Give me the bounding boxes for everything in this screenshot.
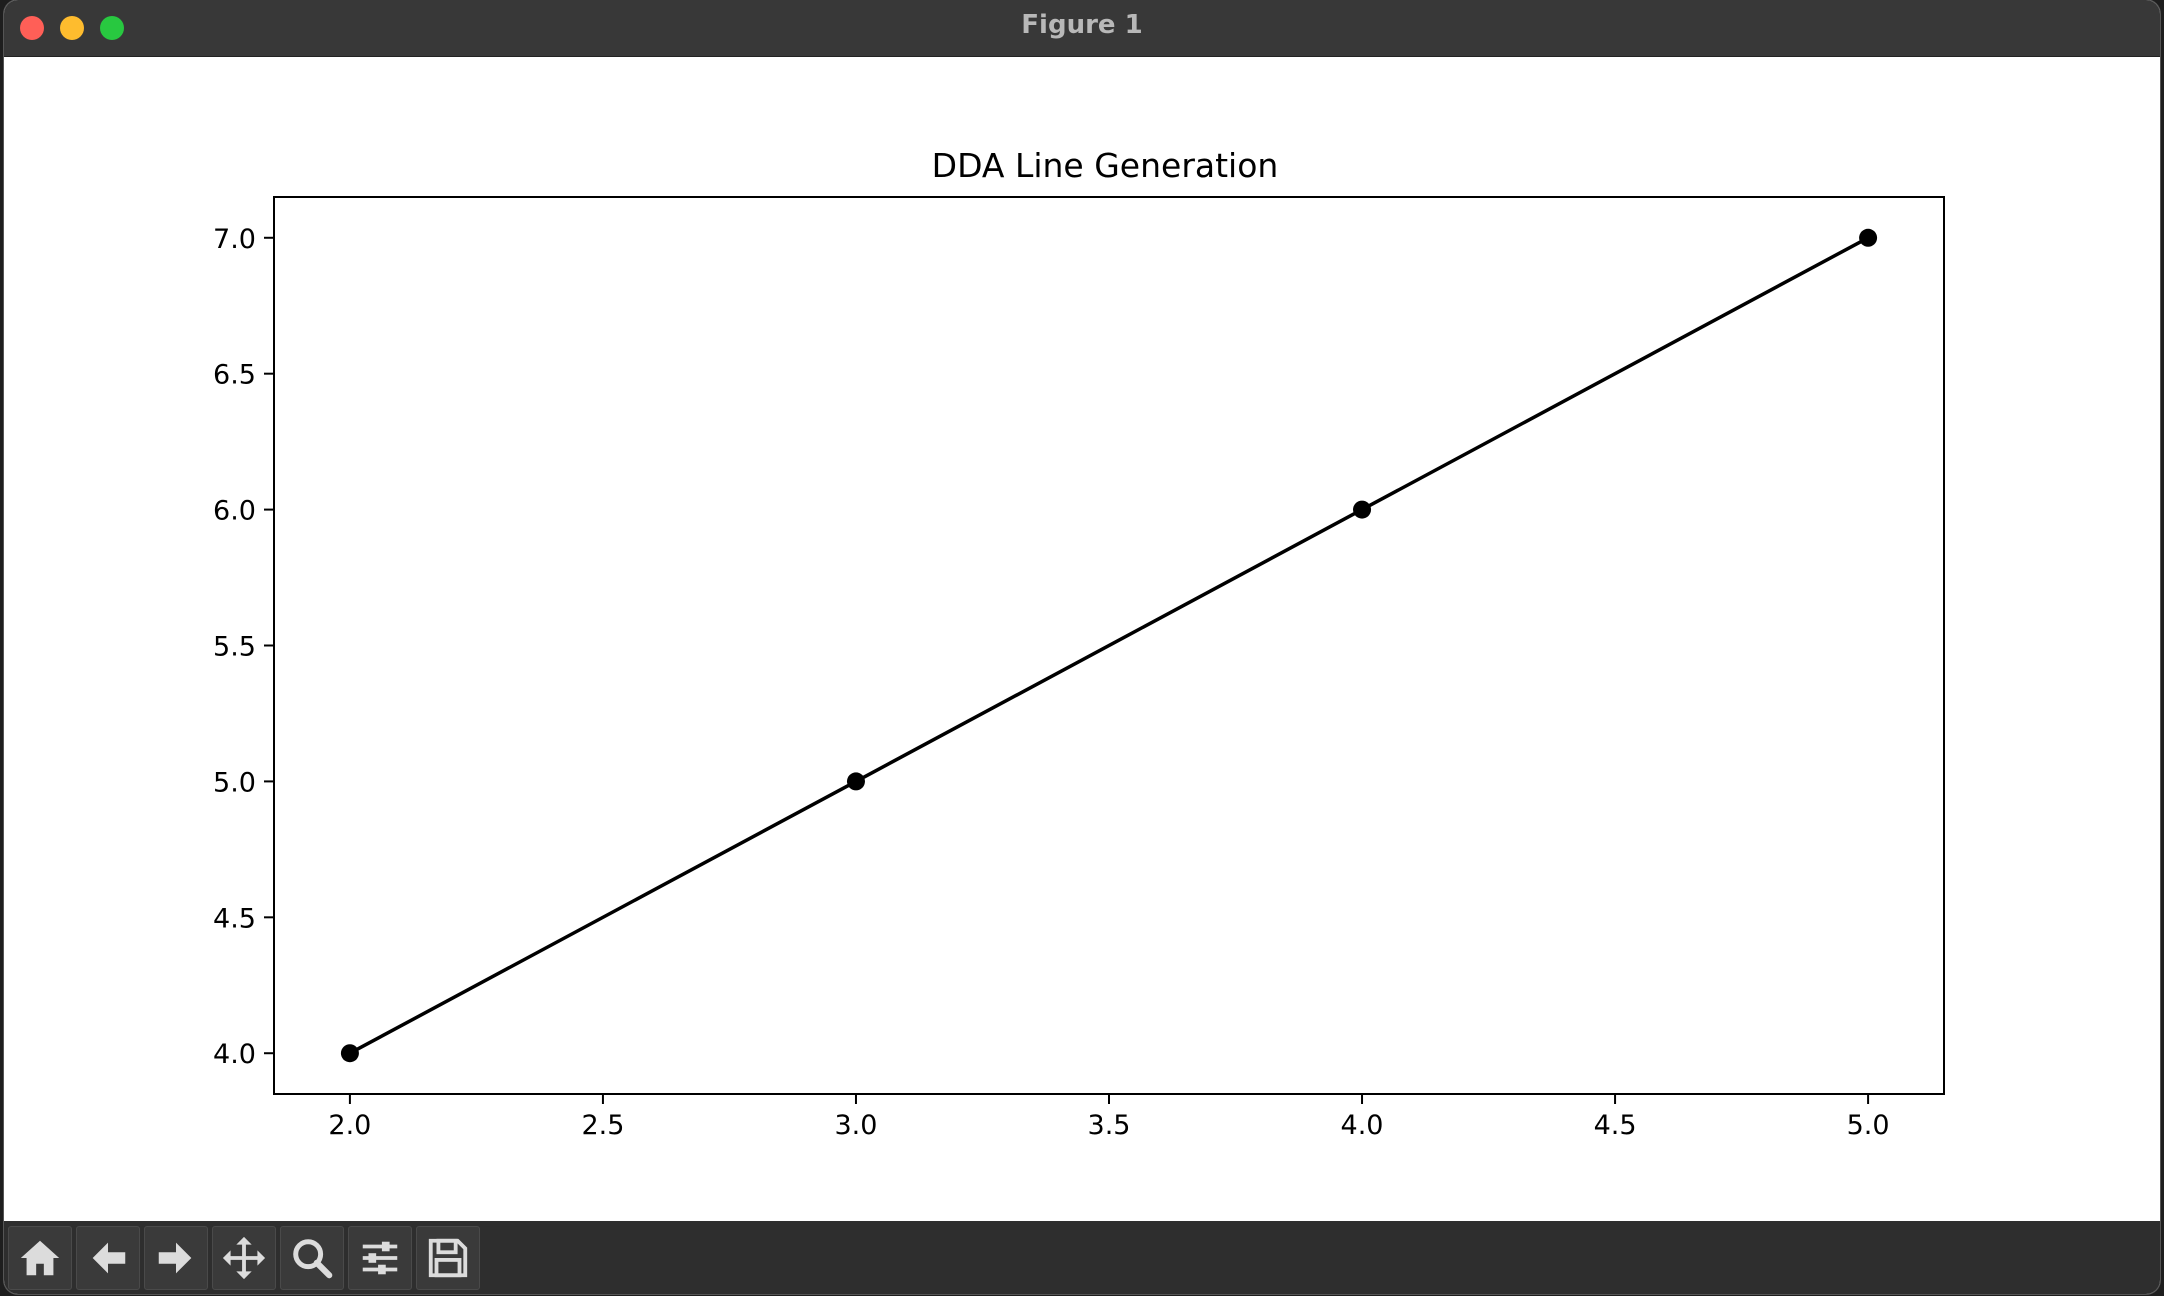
arrow-right-icon — [158, 1242, 192, 1274]
x-tick-label: 3.0 — [834, 1110, 877, 1141]
figure-canvas[interactable]: DDA Line Generation 2.0 2.5 3.0 3.5 4.0 4.5 5.… — [4, 57, 2160, 1221]
floppy-disk-icon — [428, 1238, 468, 1278]
figure-window: Figure 1 DDA Line Generation 2.0 2.5 3.0 3.… — [4, 0, 2160, 1294]
series-line — [349, 236, 1869, 1055]
zoom-button[interactable] — [280, 1226, 344, 1290]
x-tick-label: 2.0 — [328, 1110, 371, 1141]
y-tick-label: 4.5 — [213, 903, 256, 934]
configure-subplots-button[interactable] — [348, 1226, 412, 1290]
y-tick-label: 7.0 — [213, 224, 256, 255]
window-title: Figure 1 — [1021, 10, 1143, 40]
back-button[interactable] — [76, 1226, 140, 1290]
navigation-toolbar — [4, 1221, 2160, 1294]
x-tick-label: 4.0 — [1341, 1110, 1384, 1141]
x-axis: 2.0 2.5 3.0 3.5 4.0 4.5 5.0 — [328, 1094, 1890, 1141]
sliders-icon — [362, 1241, 398, 1275]
home-icon — [20, 1240, 60, 1276]
line-chart: DDA Line Generation 2.0 2.5 3.0 3.5 4.0 4.5 5.… — [213, 146, 1945, 1141]
x-tick-label: 2.5 — [581, 1110, 624, 1141]
data-point — [1353, 500, 1372, 519]
data-point — [340, 1044, 359, 1063]
forward-button[interactable] — [144, 1226, 208, 1290]
x-tick-label: 5.0 — [1847, 1110, 1890, 1141]
data-point — [846, 772, 865, 791]
y-tick-label: 5.5 — [213, 632, 256, 663]
close-window-button[interactable] — [20, 16, 44, 40]
x-tick-label: 3.5 — [1088, 1110, 1131, 1141]
data-point — [1859, 228, 1878, 247]
save-button[interactable] — [416, 1226, 480, 1290]
magnifier-icon — [293, 1239, 333, 1279]
arrow-left-icon — [92, 1242, 126, 1274]
home-button[interactable] — [8, 1226, 72, 1290]
maximize-window-button[interactable] — [100, 16, 124, 40]
y-tick-label: 5.0 — [213, 767, 256, 798]
pan-button[interactable] — [212, 1226, 276, 1290]
y-tick-label: 4.0 — [213, 1039, 256, 1070]
title-bar: Figure 1 — [4, 0, 2160, 57]
y-tick-label: 6.0 — [213, 496, 256, 527]
x-tick-label: 4.5 — [1594, 1110, 1637, 1141]
chart-title: DDA Line Generation — [932, 146, 1279, 185]
y-tick-label: 6.5 — [213, 360, 256, 391]
move-icon — [222, 1236, 266, 1280]
series-group — [340, 228, 1878, 1063]
y-axis: 4.0 4.5 5.0 5.5 6.0 6.5 7.0 — [213, 224, 274, 1070]
minimize-window-button[interactable] — [60, 16, 84, 40]
